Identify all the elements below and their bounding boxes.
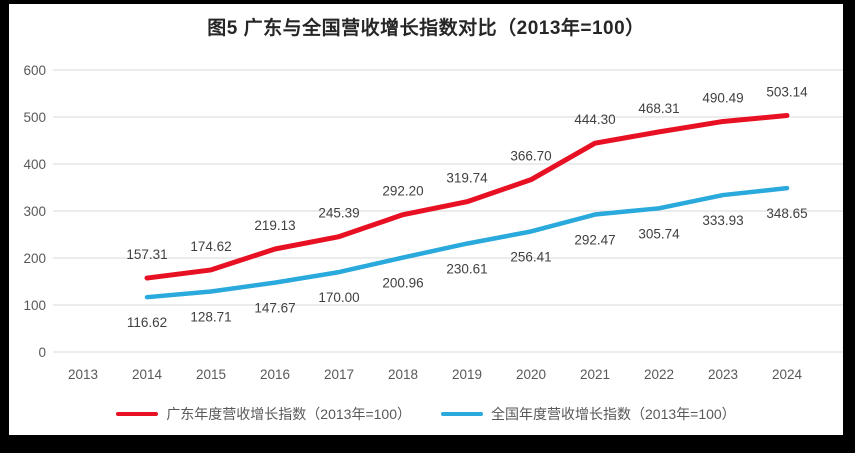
legend-item-national: 全国年度营收增长指数（2013年=100） — [441, 404, 736, 424]
legend-item-guangdong: 广东年度营收增长指数（2013年=100） — [116, 404, 411, 424]
value-label: 305.74 — [638, 226, 680, 241]
x-axis-tick-label: 2021 — [580, 367, 610, 382]
y-axis-tick-label: 600 — [23, 63, 46, 78]
value-label: 157.31 — [126, 247, 167, 262]
value-label: 366.70 — [510, 149, 551, 164]
value-label: 490.49 — [702, 90, 743, 105]
value-label: 170.00 — [318, 290, 359, 305]
x-axis-tick-label: 2013 — [68, 367, 98, 382]
legend-label-national: 全国年度营收增长指数（2013年=100） — [491, 406, 736, 422]
value-label: 319.74 — [446, 171, 488, 186]
x-axis-tick-label: 2022 — [644, 367, 674, 382]
value-label: 256.41 — [510, 249, 551, 264]
value-label: 333.93 — [702, 213, 743, 228]
value-label: 348.65 — [766, 206, 807, 221]
value-label: 245.39 — [318, 206, 359, 221]
series-line-national — [144, 185, 790, 300]
value-label: 444.30 — [574, 112, 615, 127]
series-line-guangdong — [144, 113, 790, 281]
x-axis-tick-label: 2019 — [452, 367, 482, 382]
y-axis-tick-label: 400 — [23, 157, 46, 172]
value-label: 219.13 — [254, 218, 295, 233]
chart-title: 图5 广东与全国营收增长指数对比（2013年=100） — [207, 18, 645, 39]
value-label: 147.67 — [254, 301, 295, 316]
y-axis-tick-label: 0 — [38, 345, 46, 360]
chart-legend: 广东年度营收增长指数（2013年=100） 全国年度营收增长指数（2013年=1… — [9, 404, 843, 424]
x-axis-tick-label: 2015 — [196, 367, 226, 382]
y-axis-tick-label: 200 — [23, 251, 46, 266]
legend-swatch-guangdong — [116, 412, 159, 416]
value-label: 200.96 — [382, 276, 423, 291]
chart-background — [9, 4, 843, 435]
value-label: 128.71 — [190, 310, 231, 325]
legend-swatch-national — [441, 412, 483, 416]
value-label: 116.62 — [127, 315, 167, 330]
value-label: 468.31 — [638, 101, 679, 116]
x-axis-tick-label: 2024 — [772, 367, 803, 382]
y-axis-tick-label: 100 — [23, 298, 46, 313]
value-label: 292.47 — [574, 233, 615, 248]
y-axis-tick-label: 300 — [23, 204, 46, 219]
x-axis-tick-label: 2014 — [132, 367, 163, 382]
x-axis-tick-label: 2018 — [388, 367, 418, 382]
x-axis-tick-label: 2016 — [260, 367, 290, 382]
value-label: 230.61 — [446, 262, 487, 277]
value-label: 174.62 — [190, 239, 231, 254]
legend-label-guangdong: 广东年度营收增长指数（2013年=100） — [166, 406, 411, 422]
x-axis-tick-label: 2017 — [324, 367, 354, 382]
x-axis-tick-label: 2023 — [708, 367, 738, 382]
x-axis-tick-label: 2020 — [516, 367, 546, 382]
value-label: 292.20 — [382, 184, 423, 199]
value-label: 503.14 — [766, 85, 808, 100]
y-axis-tick-label: 500 — [23, 110, 46, 125]
